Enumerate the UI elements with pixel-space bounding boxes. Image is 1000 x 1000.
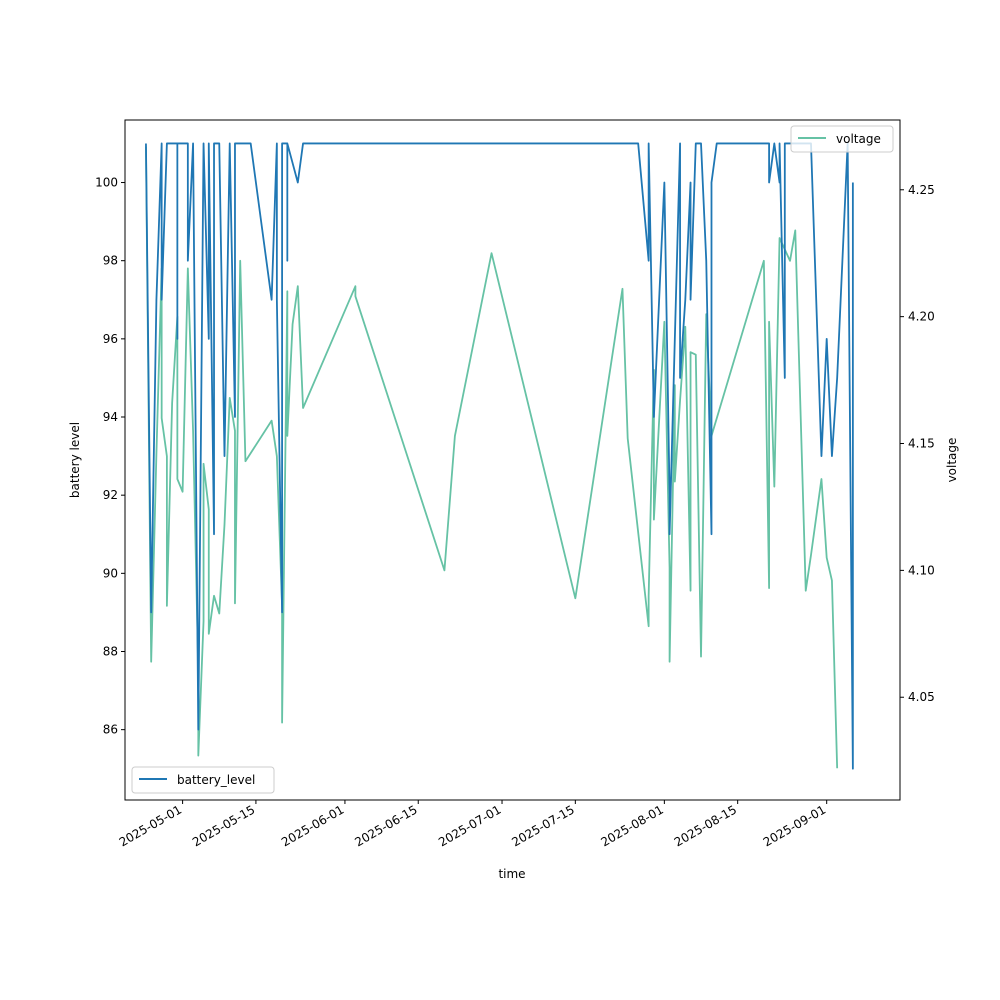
y-tick-label: 100 — [95, 176, 118, 190]
y2-tick-label: 4.15 — [908, 437, 935, 451]
right-y-axis-title: voltage — [945, 438, 959, 483]
y-tick-label: 88 — [103, 644, 118, 658]
y-tick-label: 92 — [103, 488, 118, 502]
x-axis-title: time — [498, 867, 525, 881]
y-tick-label: 98 — [103, 254, 118, 268]
plot-frame — [124, 119, 901, 801]
series-line-battery-level — [145, 142, 854, 770]
left-y-axis-title: battery level — [68, 422, 82, 498]
plot-area — [125, 120, 900, 800]
y-tick-label: 90 — [103, 566, 118, 580]
y-tick-label: 86 — [103, 723, 118, 737]
legend-frame — [790, 125, 894, 153]
y-tick-label: 94 — [103, 410, 118, 424]
series-line-voltage — [145, 146, 839, 769]
left-y-axis-ticks: 86 88 90 92 94 96 98 100 — [95, 176, 125, 737]
legend-voltage: voltage — [790, 125, 894, 153]
y2-tick-label: 4.25 — [908, 183, 935, 197]
legend-frame — [131, 766, 275, 794]
y-tick-label: 96 — [103, 332, 118, 346]
series-layer — [145, 142, 854, 770]
legend-label-battery-level: battery_level — [177, 773, 255, 787]
y2-tick-label: 4.05 — [908, 690, 935, 704]
legend-battery-level: battery_level — [131, 766, 275, 794]
right-y-axis-ticks: 4.05 4.10 4.15 4.20 4.25 — [900, 183, 935, 704]
y2-tick-label: 4.10 — [908, 563, 935, 577]
legend-label-voltage: voltage — [836, 132, 881, 146]
y2-tick-label: 4.20 — [908, 310, 935, 324]
